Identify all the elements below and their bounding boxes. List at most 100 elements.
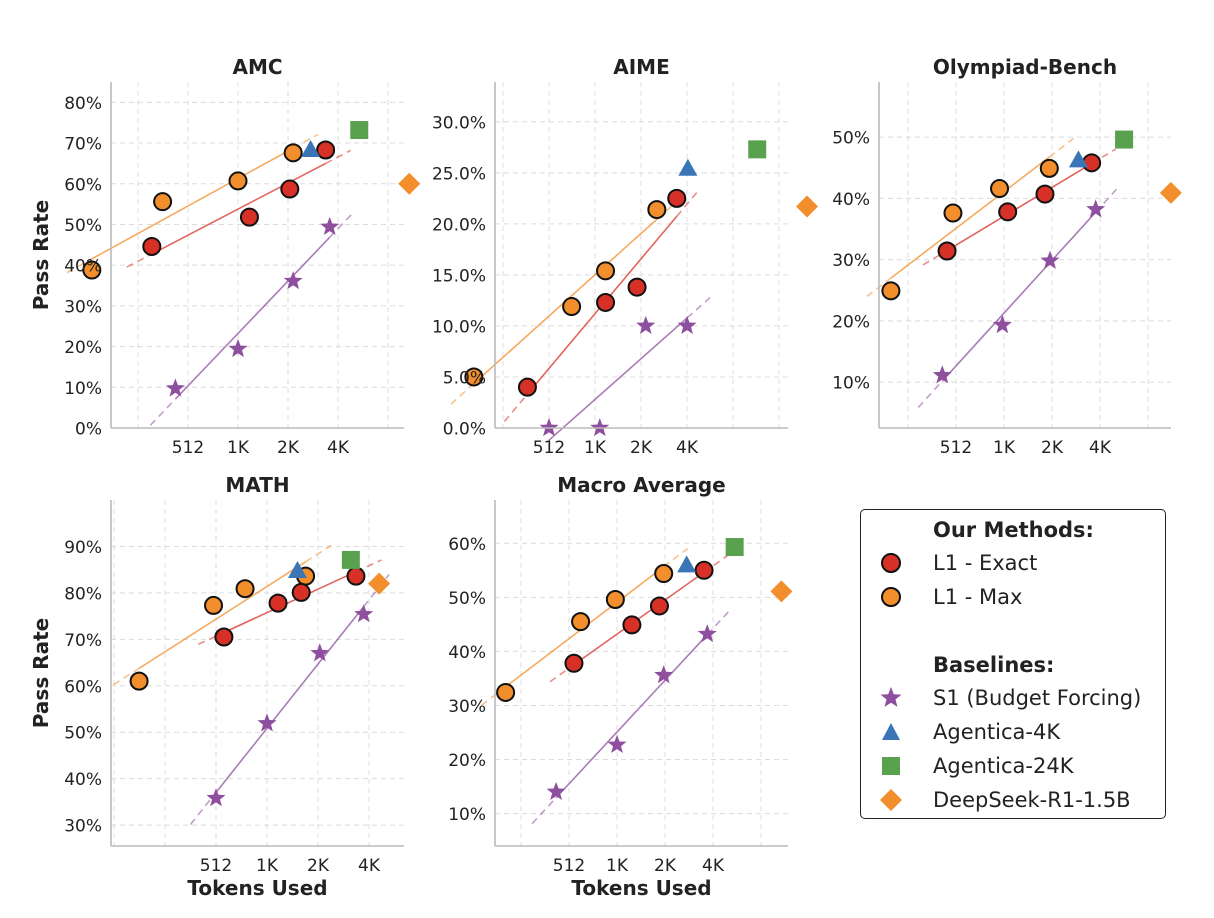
data-point <box>239 207 259 227</box>
data-point <box>607 734 627 753</box>
data-point <box>667 188 687 208</box>
y-tick-label: 50% <box>448 589 486 609</box>
data-point <box>464 367 484 387</box>
trend-line-extension <box>113 667 140 686</box>
trend-line <box>573 571 705 666</box>
y-tick-label: 80% <box>64 94 102 114</box>
data-point <box>398 172 421 195</box>
trend-line-extension <box>126 253 153 268</box>
chart-title: Macro Average <box>557 473 725 497</box>
y-axis-label: Pass Rate <box>29 618 53 728</box>
data-point <box>1039 158 1059 178</box>
chart-title: Olympiad-Bench <box>933 55 1117 79</box>
data-point <box>283 143 303 163</box>
x-tick-label: 2K <box>630 438 653 458</box>
y-tick-label: 40% <box>832 190 870 210</box>
legend: Our Methods: L1 - Exact L1 - Max Baselin… <box>860 509 1166 819</box>
trend-line <box>890 156 1050 279</box>
y-tick-label: 20.0% <box>432 215 486 235</box>
legend-entry-l1-max: L1 - Max <box>877 582 1022 612</box>
y-tick-label: 90% <box>64 538 102 558</box>
data-point <box>796 195 819 218</box>
trend-line-extension <box>189 791 217 826</box>
data-point <box>257 713 277 732</box>
data-point <box>678 158 698 176</box>
y-tick-label: 10% <box>448 805 486 825</box>
data-point <box>937 241 957 261</box>
x-tick-label: 2K <box>654 856 677 876</box>
data-point <box>316 140 336 160</box>
square-marker-icon <box>882 757 900 775</box>
chart-title: AIME <box>613 55 669 79</box>
data-point <box>881 281 901 301</box>
y-tick-label: 60% <box>64 677 102 697</box>
legend-entry-l1-exact: L1 - Exact <box>877 548 1037 578</box>
trend-line-extension <box>1048 138 1074 158</box>
x-tick-label: 1K <box>256 856 279 876</box>
trend-line-extension <box>363 574 390 608</box>
data-point <box>291 582 311 602</box>
y-tick-label: 50% <box>64 216 102 236</box>
y-tick-label: 10% <box>832 374 870 394</box>
trend-line <box>215 606 365 793</box>
x-tick-label: 4K <box>676 438 699 458</box>
chart-panel-2: 0.0% 5.0% 10.0% 15.0% 20.0% 25.0% 30.0% 512 1K 2K… <box>432 55 819 458</box>
data-point <box>301 139 321 157</box>
circle-marker-icon <box>881 587 901 607</box>
y-tick-label: 70% <box>64 631 102 651</box>
legend-entry-agentica-4k: Agentica-4K <box>877 717 1060 747</box>
data-point <box>596 261 616 281</box>
data-point <box>748 140 767 159</box>
data-point <box>1115 130 1134 149</box>
x-tick-label: 512 <box>940 438 972 458</box>
y-tick-label: 30% <box>64 297 102 317</box>
data-point <box>1082 153 1102 173</box>
data-point <box>636 315 656 334</box>
chart-panel-5: 10% 20% 30% 40% 50% 60% 512 1K 2K 4K Macro Average… <box>448 473 793 900</box>
x-tick-label: 1K <box>584 438 607 458</box>
y-tick-label: 10% <box>64 379 102 399</box>
trend-line-extension <box>198 631 225 645</box>
data-point <box>280 179 300 199</box>
data-point <box>539 418 559 437</box>
data-point <box>517 377 537 397</box>
y-tick-label: 30% <box>64 817 102 837</box>
x-tick-label: 1K <box>993 438 1016 458</box>
trend-line-extension <box>325 149 351 165</box>
diamond-marker-icon <box>880 789 902 811</box>
chart-panel-1: 0% 10% 20% 30% 40% 50% 60% 70% 80% 512 1K 2K 4K AMC Pa… <box>29 55 421 458</box>
trend-line <box>548 317 688 441</box>
data-point <box>288 561 308 579</box>
data-point <box>992 315 1012 334</box>
x-tick-label: 2K <box>307 856 330 876</box>
trend-line-extension <box>663 547 689 568</box>
chart-title: MATH <box>225 473 289 497</box>
data-point <box>228 171 248 191</box>
data-point <box>214 627 234 647</box>
legend-label: L1 - Exact <box>933 551 1038 575</box>
trend-line <box>223 570 357 634</box>
data-point <box>1068 150 1088 168</box>
data-point <box>82 260 102 280</box>
trend-line-extension <box>450 382 475 405</box>
data-point <box>142 236 162 256</box>
trend-line-extension <box>305 544 332 563</box>
data-point <box>153 192 173 212</box>
data-point <box>943 203 963 223</box>
data-point <box>605 589 625 609</box>
trend-line-extension <box>149 398 176 426</box>
x-tick-label: 512 <box>172 438 204 458</box>
trend-line <box>138 561 307 670</box>
x-tick-label: 4K <box>327 438 350 458</box>
legend-label: S1 (Budget Forcing) <box>933 686 1142 710</box>
legend-methods-heading: Our Methods: <box>933 518 1094 542</box>
chart-panel-3: 10% 20% 30% 40% 50% 512 1K 2K 4K Olympiad-Bench <box>832 55 1182 458</box>
x-axis-label: Tokens Used <box>571 876 711 900</box>
y-tick-label: 80% <box>64 584 102 604</box>
y-tick-label: 40% <box>448 643 486 663</box>
trend-line-extension <box>706 608 732 636</box>
x-tick-label: 4K <box>1089 438 1112 458</box>
data-point <box>129 671 149 691</box>
y-tick-label: 0.0% <box>443 420 486 440</box>
x-tick-label: 2K <box>277 438 300 458</box>
